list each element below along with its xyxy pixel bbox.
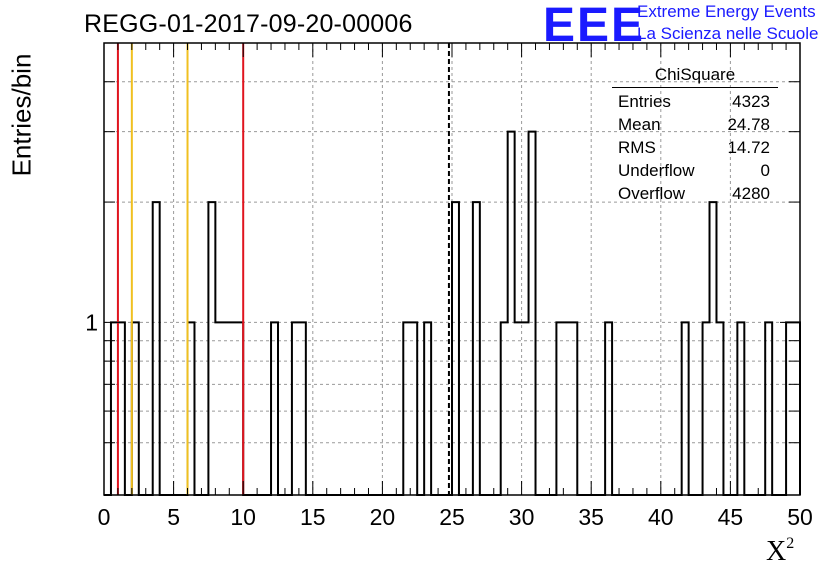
x-tick-label: 0 (98, 504, 111, 530)
x-tick-label: 5 (167, 504, 180, 530)
histogram-bin (222, 322, 229, 495)
stats-value: 14.72 (727, 138, 770, 157)
logo-line-2: La Scienza nelle Scuole (637, 24, 819, 43)
histogram-bin (473, 202, 480, 495)
histogram-bin (793, 322, 800, 495)
x-tick-label: 10 (230, 504, 256, 530)
chart-title: REGG-01-2017-09-20-00006 (84, 10, 413, 38)
x-tick-label: 25 (439, 504, 465, 530)
histogram-bin (710, 202, 717, 495)
histogram-bin (563, 322, 570, 495)
stats-value: 4323 (732, 92, 770, 111)
histogram-bin (271, 322, 278, 495)
histogram-bin (508, 132, 515, 495)
stats-title: ChiSquare (612, 65, 778, 88)
histogram-bin (682, 322, 689, 495)
x-tick-label: 15 (300, 504, 326, 530)
histogram-bin (765, 322, 772, 495)
histogram-bin (570, 322, 577, 495)
stats-value: 24.78 (727, 115, 770, 134)
x-tick-label: 30 (509, 504, 535, 530)
stats-row-rms: RMS 14.72 (612, 136, 778, 159)
histogram-bin (132, 322, 139, 495)
x-tick-label: 20 (370, 504, 396, 530)
histogram-bin (424, 322, 431, 495)
x-tick-label: 40 (648, 504, 674, 530)
histogram-bin (111, 322, 118, 495)
stats-key: Mean (618, 115, 661, 134)
histogram-bin (153, 202, 160, 495)
stats-box: ChiSquare Entries 4323 Mean 24.78 RMS 14… (612, 65, 778, 205)
logo-line-1: Extreme Energy Events (637, 2, 816, 21)
x-tick-label: 45 (718, 504, 744, 530)
histogram-bin (703, 322, 710, 495)
y-axis-label: Entries/bin (5, 40, 39, 190)
histogram-bin (188, 322, 195, 495)
eee-logo: EEE (543, 0, 646, 52)
histogram-bin (118, 322, 125, 495)
stats-row-overflow: Overflow 4280 (612, 182, 778, 205)
x-tick-label: 50 (787, 504, 813, 530)
histogram-bin (786, 322, 793, 495)
stats-row-entries: Entries 4323 (612, 90, 778, 113)
histogram-bin (605, 322, 612, 495)
x-axis-label-base: X (766, 536, 787, 567)
stats-row-underflow: Underflow 0 (612, 159, 778, 182)
stats-key: Overflow (618, 184, 686, 203)
histogram-bin (299, 322, 306, 495)
histogram-bin (229, 322, 236, 495)
stats-key: RMS (618, 138, 656, 157)
histogram-bin (515, 322, 522, 495)
stats-key: Underflow (618, 161, 695, 180)
histogram-bin (208, 202, 215, 495)
histogram-bin (403, 322, 410, 495)
histogram-bin (501, 322, 508, 495)
x-tick-label: 35 (578, 504, 604, 530)
stats-key: Entries (618, 92, 671, 111)
stats-row-mean: Mean 24.78 (612, 113, 778, 136)
y-axis-label-text: Entries/bin (6, 53, 37, 177)
histogram-bin (737, 322, 744, 495)
stats-value: 0 (760, 161, 770, 180)
x-axis-label: X2 (766, 535, 794, 568)
histogram-bin (292, 322, 299, 495)
histogram-bin (522, 322, 529, 495)
y-tick-label: 1 (85, 309, 98, 335)
stats-value: 4280 (732, 184, 770, 203)
histogram-bin (215, 322, 222, 495)
histogram-bin (410, 322, 417, 495)
histogram-bin (452, 202, 459, 495)
histogram-bin (556, 322, 563, 495)
histogram-bin (529, 132, 536, 495)
x-axis-label-superscript: 2 (786, 535, 795, 552)
histogram-bin (236, 322, 243, 495)
histogram-bin (716, 322, 723, 495)
